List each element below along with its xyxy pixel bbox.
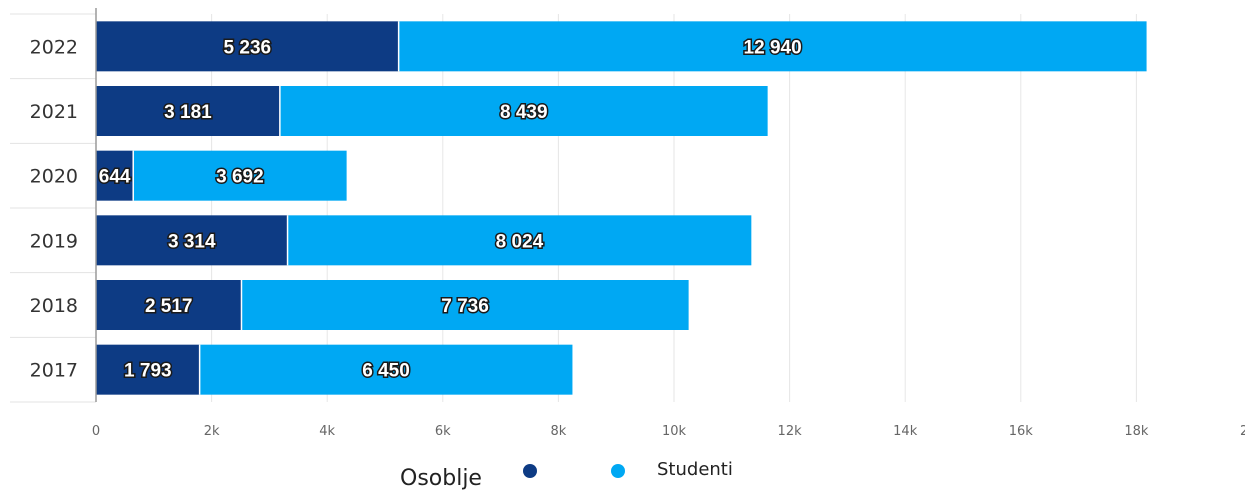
x-tick-label: 10k — [662, 424, 687, 439]
data-label: 2 517 — [145, 296, 193, 317]
category-label: 2017 — [30, 360, 78, 382]
bar-segment — [398, 21, 1147, 72]
category-label: 2021 — [30, 101, 78, 123]
bar-segment — [287, 215, 752, 266]
x-tick-label: 20k — [1240, 424, 1245, 439]
data-label: 8 439 — [500, 102, 548, 123]
x-axis: 0 2k 4k 6k 8k 10k 12k 14k 16k 18k 20k — [92, 424, 1245, 439]
data-labels: 5 236 12 940 3 181 8 439 644 3 692 3 314 8 024 2… — [97, 36, 803, 383]
x-tick-label: 4k — [319, 424, 335, 439]
x-tick-label: 6k — [435, 424, 451, 439]
bar-segment — [199, 344, 573, 395]
x-tick-label: 18k — [1124, 424, 1149, 439]
bar-segment — [96, 150, 134, 201]
category-label: 2022 — [30, 36, 78, 58]
data-label: 3 314 — [168, 231, 216, 252]
bar-segment — [96, 215, 288, 266]
data-label: 644 — [99, 167, 131, 188]
grid-lines — [211, 14, 1137, 402]
x-tick-label: 8k — [550, 424, 566, 439]
x-tick-label: 14k — [893, 424, 918, 439]
data-label: 5 236 — [224, 37, 272, 58]
legend-marker — [523, 464, 537, 478]
x-tick-label: 16k — [1009, 424, 1034, 439]
x-tick-label: 0 — [92, 424, 100, 439]
bar-segment — [96, 280, 242, 330]
data-label: 3 181 — [164, 102, 212, 123]
bar-segment — [133, 150, 347, 201]
x-tick-label: 2k — [204, 424, 220, 439]
data-label: 12 940 — [744, 37, 802, 58]
legend: Osoblje Studenti — [400, 459, 733, 491]
category-label: 2020 — [30, 166, 78, 188]
data-label: 7 736 — [441, 296, 489, 317]
legend-label: Osoblje — [400, 466, 482, 491]
bar-segment — [241, 280, 689, 330]
bars — [96, 21, 1147, 395]
legend-marker — [611, 464, 625, 478]
bar-segment — [96, 21, 399, 72]
legend-label: Studenti — [657, 459, 733, 480]
category-label: 2018 — [30, 295, 78, 317]
x-tick-label: 12k — [778, 424, 803, 439]
row-separators — [10, 13, 96, 403]
y-axis: 2022 2021 2020 2019 2018 2017 — [30, 8, 97, 402]
data-label: 1 793 — [124, 361, 172, 382]
bar-segment — [96, 344, 200, 395]
bar-segment — [279, 86, 768, 136]
data-label: 6 450 — [362, 361, 410, 382]
data-label: 8 024 — [496, 231, 544, 252]
data-label: 3 692 — [216, 167, 264, 188]
category-label: 2019 — [30, 230, 78, 252]
bar-segment — [96, 86, 280, 136]
